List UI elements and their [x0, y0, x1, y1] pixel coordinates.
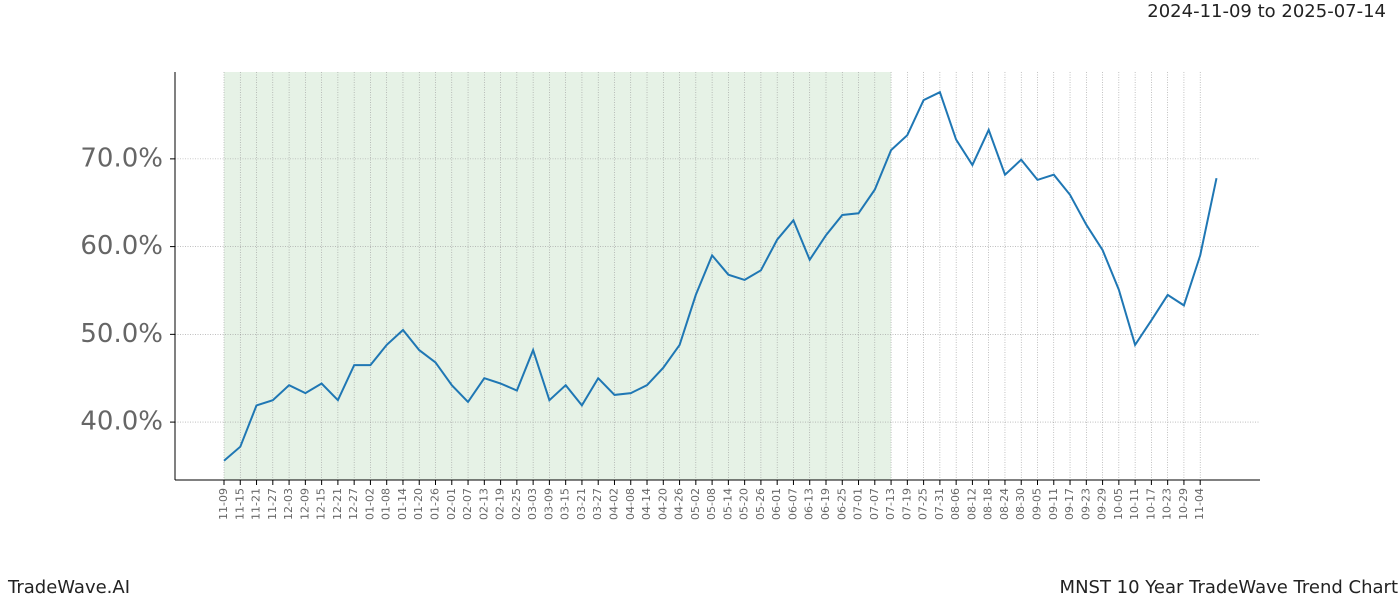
x-tick-label: 11-15 — [233, 488, 246, 520]
x-tick-label: 12-09 — [298, 488, 311, 520]
x-tick-label: 01-08 — [380, 488, 393, 520]
x-tick-label: 11-21 — [250, 488, 263, 520]
x-tick-label: 06-13 — [803, 488, 816, 520]
x-tick-label: 10-17 — [1144, 488, 1157, 520]
x-tick-label: 12-15 — [315, 488, 328, 520]
x-tick-label: 02-19 — [494, 488, 507, 520]
x-tick-label: 11-27 — [266, 488, 279, 520]
trend-line — [223, 90, 1218, 462]
x-tick-label: 05-14 — [721, 488, 734, 520]
x-tick-label: 02-25 — [510, 488, 523, 520]
x-tick-label: 03-27 — [591, 488, 604, 520]
x-tick-label: 01-20 — [412, 488, 425, 520]
x-tick-label: 09-17 — [1063, 488, 1076, 520]
x-tick-label: 12-21 — [331, 488, 344, 520]
y-tick-label: 70.0% — [80, 143, 163, 173]
x-tick-label: 08-06 — [949, 488, 962, 520]
y-tick-label: 60.0% — [80, 231, 163, 261]
x-tick-label: 05-20 — [738, 488, 751, 520]
x-tick-label: 02-07 — [461, 488, 474, 520]
x-tick-label: 10-05 — [1112, 488, 1125, 520]
x-tick-label: 06-07 — [786, 488, 799, 520]
x-tick-label: 07-13 — [884, 488, 897, 520]
x-tick-label: 06-01 — [770, 488, 783, 520]
x-tick-label: 05-26 — [754, 488, 767, 520]
x-tick-label: 03-21 — [575, 488, 588, 520]
x-tick-label: 10-23 — [1161, 488, 1174, 520]
x-tick-label: 04-14 — [640, 488, 653, 520]
x-tick-label: 08-12 — [965, 488, 978, 520]
x-tick-label: 09-29 — [1096, 488, 1109, 520]
x-tick-label: 07-19 — [900, 488, 913, 520]
shaded-region — [224, 72, 892, 480]
brand: TradeWave.AI — [7, 577, 130, 598]
x-tick-label: 08-30 — [1014, 488, 1027, 520]
x-tick-label: 09-05 — [1031, 488, 1044, 520]
x-tick-label: 06-25 — [835, 488, 848, 520]
x-tick-label: 01-26 — [429, 488, 442, 520]
x-tick-label: 04-08 — [624, 488, 637, 520]
x-tick-label: 04-02 — [607, 488, 620, 520]
y-tick-label: 40.0% — [80, 407, 163, 437]
x-tick-label: 03-15 — [559, 488, 572, 520]
x-tick-label: 05-02 — [689, 488, 702, 520]
x-tick-label: 01-02 — [363, 488, 376, 520]
x-tick-label: 01-14 — [396, 488, 409, 520]
x-tick-label: 02-13 — [477, 488, 490, 520]
x-tick-label: 09-11 — [1047, 488, 1060, 520]
chart-name: MNST 10 Year TradeWave Trend Chart — [1060, 577, 1398, 598]
x-tick-label: 07-25 — [917, 488, 930, 520]
x-tick-label: 07-31 — [933, 488, 946, 520]
x-tick-label: 03-09 — [542, 488, 555, 520]
x-tick-label: 02-01 — [445, 488, 458, 520]
x-tick-label: 07-07 — [868, 488, 881, 520]
x-tick-label: 05-08 — [705, 488, 718, 520]
x-tick-label: 10-29 — [1177, 488, 1190, 520]
x-tick-label: 03-03 — [526, 488, 539, 520]
x-tick-label: 04-26 — [673, 488, 686, 520]
y-tick-label: 50.0% — [80, 319, 163, 349]
x-tick-label: 10-11 — [1128, 488, 1141, 520]
x-tick-label: 09-23 — [1079, 488, 1092, 520]
x-tick-label: 08-24 — [998, 488, 1011, 520]
x-tick-label: 07-01 — [852, 488, 865, 520]
x-tick-label: 04-20 — [656, 488, 669, 520]
x-tick-label: 12-27 — [347, 488, 360, 520]
x-tick-label: 11-09 — [217, 488, 230, 520]
x-tick-label: 12-03 — [282, 488, 295, 520]
x-tick-label: 08-18 — [982, 488, 995, 520]
x-tick-label: 06-19 — [819, 488, 832, 520]
x-tick-label: 11-04 — [1193, 488, 1206, 520]
date-range: 2024-11-09 to 2025-07-14 — [1147, 1, 1386, 22]
